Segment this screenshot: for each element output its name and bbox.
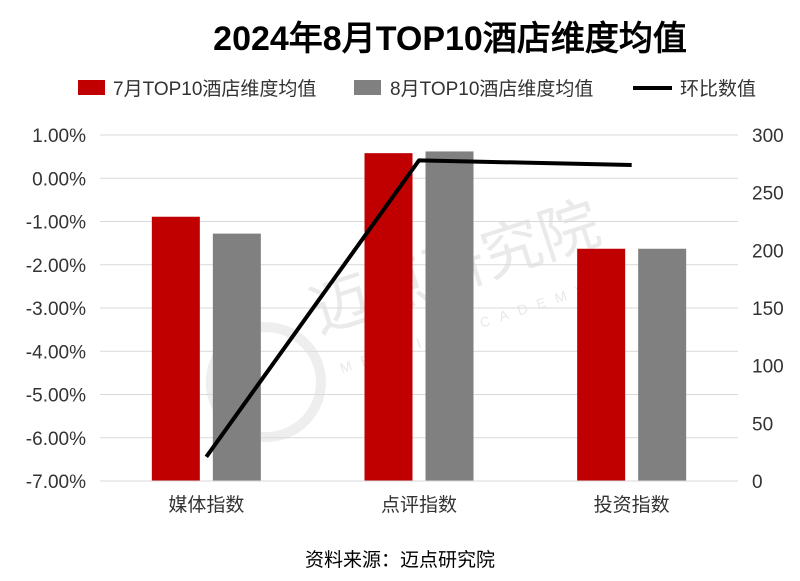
legend-item-august: 8月TOP10酒店维度均值 — [354, 78, 593, 100]
legend-label-july: 7月TOP10酒店维度均值 — [113, 78, 316, 100]
legend-swatch-july — [78, 80, 105, 95]
left-tick-label: -7.00% — [26, 472, 86, 493]
bar-august-2 — [638, 248, 687, 481]
bar-august-1 — [425, 151, 474, 481]
left-tick-label: 1.00% — [32, 126, 86, 147]
left-tick-label: -5.00% — [26, 386, 86, 407]
left-tick-label: -3.00% — [26, 299, 86, 320]
right-tick-label: 250 — [752, 184, 784, 205]
right-tick-label: 100 — [752, 357, 784, 378]
left-tick-label: -4.00% — [26, 342, 86, 363]
left-tick-label: 0.00% — [32, 169, 86, 190]
bar-july-0 — [151, 216, 200, 481]
legend-item-mom: 环比数值 — [633, 78, 756, 100]
left-tick-label: -6.00% — [26, 429, 86, 450]
gridlines — [100, 134, 738, 439]
right-tick-label: 0 — [752, 472, 763, 493]
line-series — [204, 158, 632, 458]
bars — [151, 151, 687, 482]
x-axis: 媒体指数 点评指数 投资指数 — [100, 480, 738, 516]
right-axis: 300 250 200 150 100 50 0 — [752, 126, 784, 493]
chart-title: 2024年8月TOP10酒店维度均值 — [213, 20, 687, 58]
bar-july-2 — [577, 248, 626, 481]
bar-july-1 — [364, 153, 413, 482]
right-tick-label: 50 — [752, 414, 773, 435]
bar-august-0 — [212, 233, 261, 481]
legend-label-august: 8月TOP10酒店维度均值 — [390, 78, 593, 100]
right-tick-label: 300 — [752, 126, 784, 147]
category-label: 投资指数 — [594, 494, 670, 516]
right-tick-label: 150 — [752, 299, 784, 320]
left-tick-label: -1.00% — [26, 213, 86, 234]
left-tick-label: -2.00% — [26, 256, 86, 277]
legend-swatch-august — [354, 80, 381, 95]
legend: 7月TOP10酒店维度均值 8月TOP10酒店维度均值 环比数值 — [78, 78, 756, 100]
right-tick-label: 200 — [752, 241, 784, 262]
left-axis: 1.00% 0.00% -1.00% -2.00% -3.00% -4.00% -5.00%… — [26, 126, 86, 493]
legend-item-july: 7月TOP10酒店维度均值 — [78, 78, 316, 100]
category-label: 点评指数 — [381, 494, 457, 516]
category-label: 媒体指数 — [168, 494, 244, 516]
legend-label-mom: 环比数值 — [680, 78, 756, 100]
source-note: 资料来源：迈点研究院 — [305, 549, 495, 571]
